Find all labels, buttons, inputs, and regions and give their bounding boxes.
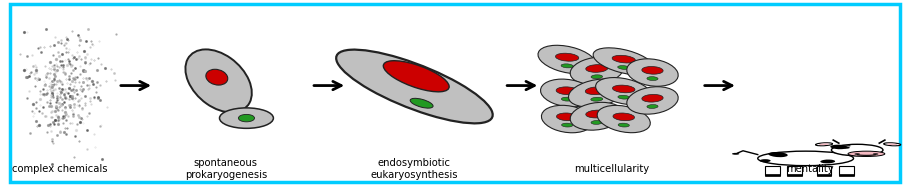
Text: spontaneous
prokaryogenesis: spontaneous prokaryogenesis [184, 158, 266, 180]
Ellipse shape [561, 123, 573, 127]
Ellipse shape [561, 97, 573, 101]
Ellipse shape [617, 66, 629, 69]
Ellipse shape [540, 79, 593, 107]
Text: endosymbiotic
eukaryosynthesis: endosymbiotic eukaryosynthesis [370, 158, 458, 180]
Ellipse shape [585, 65, 607, 72]
Ellipse shape [626, 87, 677, 114]
Ellipse shape [219, 108, 273, 128]
Ellipse shape [768, 152, 787, 157]
Ellipse shape [853, 153, 859, 155]
Ellipse shape [831, 144, 882, 156]
Ellipse shape [592, 48, 654, 75]
Ellipse shape [641, 66, 663, 74]
Bar [838, 166, 852, 175]
Ellipse shape [612, 85, 634, 93]
Ellipse shape [591, 121, 602, 124]
Ellipse shape [819, 160, 834, 163]
Ellipse shape [886, 143, 897, 145]
Ellipse shape [537, 45, 596, 74]
Ellipse shape [618, 123, 628, 127]
Ellipse shape [617, 95, 628, 99]
Ellipse shape [556, 113, 577, 121]
Text: multicellularity: multicellularity [574, 164, 649, 174]
Ellipse shape [647, 77, 657, 81]
Ellipse shape [585, 110, 607, 118]
Ellipse shape [561, 64, 573, 68]
Ellipse shape [591, 97, 602, 101]
Ellipse shape [597, 105, 649, 133]
Ellipse shape [882, 143, 899, 146]
Bar [764, 166, 779, 175]
Ellipse shape [336, 50, 492, 123]
Bar [815, 174, 831, 176]
Bar [787, 166, 801, 175]
Ellipse shape [842, 147, 849, 149]
Ellipse shape [815, 143, 832, 146]
Ellipse shape [626, 59, 677, 86]
Ellipse shape [641, 94, 663, 102]
Ellipse shape [568, 79, 624, 107]
Bar [838, 174, 852, 176]
Ellipse shape [818, 143, 828, 145]
Ellipse shape [611, 55, 635, 63]
Ellipse shape [570, 57, 623, 84]
Ellipse shape [872, 153, 878, 155]
Bar [787, 174, 801, 176]
Ellipse shape [410, 98, 433, 108]
Bar [815, 166, 831, 175]
Text: mentality: mentality [785, 164, 833, 174]
Ellipse shape [612, 113, 634, 121]
Ellipse shape [847, 151, 884, 156]
Ellipse shape [555, 87, 578, 95]
Ellipse shape [647, 105, 657, 108]
Ellipse shape [595, 78, 651, 105]
Ellipse shape [731, 153, 739, 155]
Ellipse shape [591, 75, 602, 79]
Ellipse shape [541, 105, 592, 133]
Bar [764, 174, 779, 176]
Ellipse shape [554, 53, 578, 61]
Ellipse shape [185, 49, 252, 112]
Ellipse shape [759, 159, 769, 162]
Ellipse shape [757, 151, 852, 166]
Ellipse shape [383, 61, 449, 92]
Ellipse shape [206, 69, 228, 85]
Text: complex chemicals: complex chemicals [12, 164, 107, 174]
Ellipse shape [238, 114, 255, 122]
Ellipse shape [570, 102, 623, 130]
Ellipse shape [829, 145, 846, 149]
Ellipse shape [584, 87, 608, 95]
